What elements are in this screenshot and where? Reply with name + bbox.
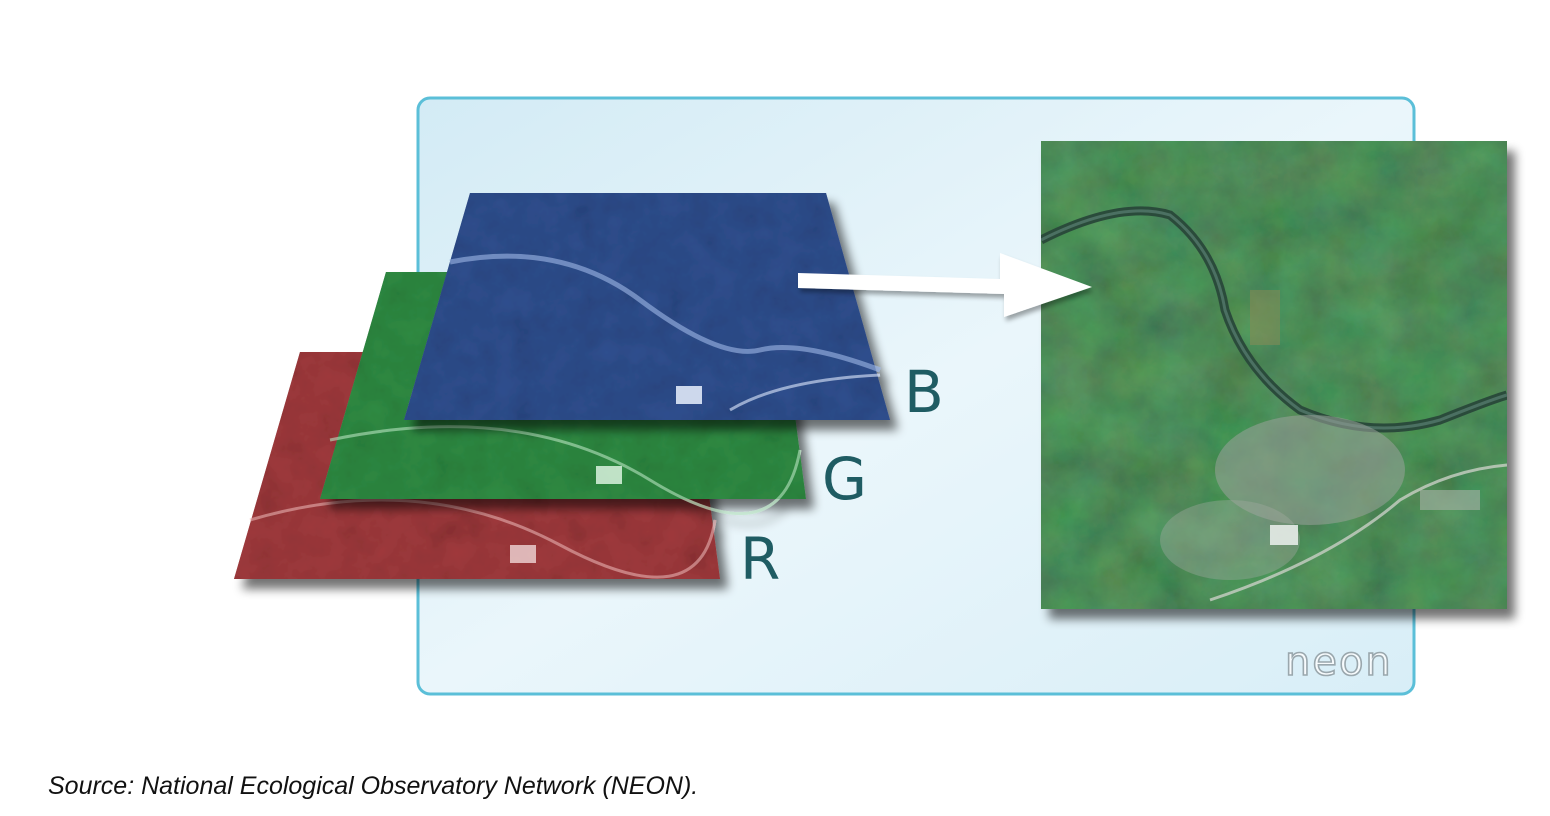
band-label-g: G <box>822 445 867 513</box>
town <box>1215 415 1405 525</box>
band-label-b: B <box>904 358 944 426</box>
source-caption: Source: National Ecological Observatory … <box>48 772 699 800</box>
band-label-r: R <box>740 525 780 593</box>
arrow-icon <box>798 253 1092 317</box>
composite-image <box>1041 141 1507 609</box>
blue-band-layer <box>404 193 890 420</box>
neon-logo: neon <box>1285 639 1393 685</box>
